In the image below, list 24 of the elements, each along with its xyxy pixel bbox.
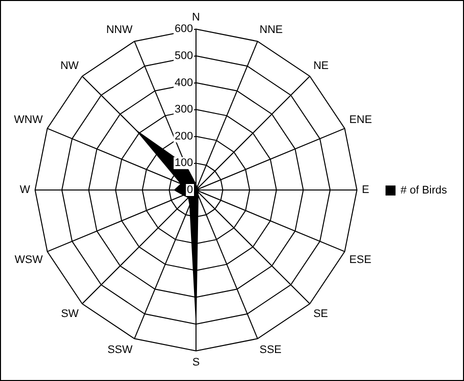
spoke-label: NE [313,60,329,72]
y-tick-label: 600 [174,23,193,36]
spoke-label: NNE [259,24,283,36]
spoke-label: NNW [106,24,134,36]
spoke-label: SSE [259,344,282,356]
spoke-label: WNW [14,114,44,126]
spoke-label: SSW [107,344,134,356]
spoke-label: WSW [14,254,44,266]
y-tick-label: 100 [174,157,193,170]
spoke-label: NW [60,60,80,72]
spoke-label: N [192,12,200,24]
y-tick-label: 500 [174,50,193,62]
y-tick-label: 300 [174,104,193,116]
spoke-label: SW [60,308,80,320]
spoke-label: ESE [349,254,372,266]
spoke-label: E [362,184,370,196]
y-tick-label: 200 [174,130,193,142]
y-tick-label: 400 [174,76,193,89]
y-tick-label: 0 [186,184,193,196]
legend-label: # of Birds [400,184,448,197]
spoke-label: SE [313,308,328,320]
spoke-label: S [192,356,200,369]
spoke-label: W [20,184,31,196]
spoke-label: ENE [349,114,372,126]
